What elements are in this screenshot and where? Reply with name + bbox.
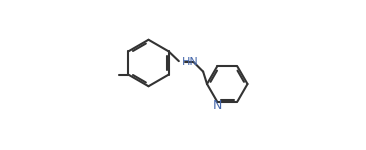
Text: N: N xyxy=(212,99,222,112)
Text: HN: HN xyxy=(182,57,199,67)
